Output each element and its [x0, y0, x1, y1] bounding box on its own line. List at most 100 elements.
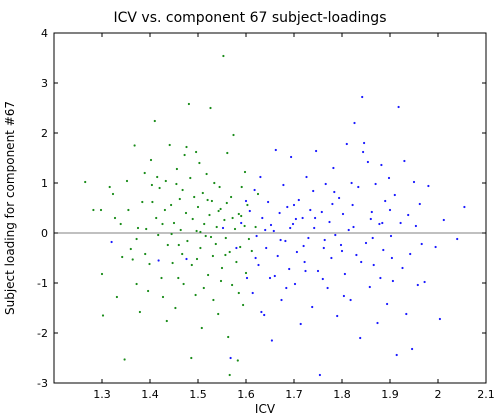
blue-point [244, 199, 248, 203]
green-point [247, 237, 250, 241]
blue-point [376, 321, 379, 325]
blue-point [229, 356, 232, 360]
green-point [175, 167, 178, 171]
green-point [219, 207, 222, 211]
green-point [99, 208, 103, 212]
blue-point [309, 208, 312, 212]
blue-point [388, 208, 392, 212]
blue-point [366, 160, 369, 164]
green-point [230, 195, 233, 199]
blue-point [290, 155, 293, 159]
green-point [129, 247, 132, 251]
x-tick-label: 1.9 [381, 388, 399, 401]
blue-point [110, 240, 113, 244]
blue-point [363, 141, 366, 145]
green-point [174, 306, 177, 310]
green-point [157, 233, 160, 237]
blue-point [318, 373, 321, 377]
plot-frame [53, 32, 487, 384]
blue-point [330, 256, 333, 260]
blue-point [320, 210, 323, 214]
green-point [121, 255, 124, 259]
y-tick-label: 3 [41, 77, 48, 90]
green-point [133, 144, 136, 147]
green-point [186, 239, 189, 243]
green-point [172, 221, 176, 225]
blue-point [407, 213, 410, 217]
blue-point [285, 286, 288, 290]
green-point [212, 298, 215, 302]
green-point [250, 249, 253, 253]
blue-point [315, 149, 318, 153]
blue-point [416, 283, 419, 287]
green-point [170, 232, 173, 236]
green-point [161, 222, 164, 226]
green-point [115, 295, 118, 299]
blue-point [291, 222, 295, 226]
blue-point [339, 243, 343, 247]
green-point [195, 150, 198, 154]
blue-point [357, 185, 360, 189]
green-point [219, 279, 223, 283]
green-point [235, 260, 238, 264]
green-point [145, 227, 148, 231]
blue-point [273, 274, 276, 278]
green-point [155, 216, 158, 220]
x-tick-label: 1.7 [285, 388, 303, 401]
green-point [228, 250, 231, 254]
blue-point [267, 200, 270, 204]
green-point [205, 172, 208, 176]
blue-point [378, 222, 381, 226]
green-point [209, 106, 212, 110]
blue-point [411, 347, 414, 351]
green-point [220, 266, 224, 270]
green-point [111, 192, 115, 196]
blue-point [360, 260, 363, 264]
green-point [200, 326, 203, 330]
blue-point [370, 210, 373, 214]
blue-point [326, 286, 329, 290]
green-point [201, 191, 204, 195]
blue-point [333, 190, 336, 194]
green-point [236, 359, 239, 362]
blue-point [380, 163, 383, 167]
blue-point [405, 312, 408, 316]
green-point [144, 252, 147, 256]
blue-point [350, 181, 353, 185]
blue-point [221, 226, 225, 230]
blue-point [284, 239, 287, 243]
blue-point [321, 277, 324, 281]
blue-point [314, 216, 317, 220]
green-point [227, 335, 230, 339]
blue-point [334, 233, 337, 237]
green-point [194, 293, 197, 297]
y-tick-label: -2 [37, 327, 48, 340]
green-point [185, 145, 188, 149]
blue-point [395, 353, 398, 357]
blue-point [420, 242, 423, 246]
green-point [170, 203, 173, 207]
blue-point [434, 245, 437, 249]
blue-point [286, 205, 289, 209]
green-point [195, 229, 198, 233]
green-point [101, 314, 105, 317]
blue-point [313, 226, 316, 230]
blue-point [403, 159, 406, 163]
green-point [242, 303, 245, 307]
blue-point [272, 229, 275, 233]
green-point [178, 197, 181, 201]
green-point [175, 182, 178, 186]
blue-point [349, 298, 352, 302]
green-point [135, 237, 138, 241]
blue-point [336, 314, 339, 318]
green-point [231, 216, 234, 220]
green-point [143, 171, 146, 175]
blue-point [157, 259, 160, 262]
blue-point [245, 276, 249, 280]
blue-point [240, 221, 243, 225]
blue-point [302, 244, 305, 248]
blue-point [282, 183, 285, 187]
blue-point [297, 198, 300, 202]
blue-point [295, 250, 298, 254]
